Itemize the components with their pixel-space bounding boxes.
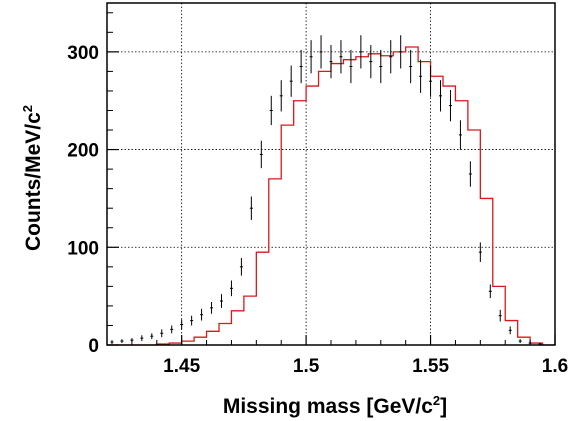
data-point xyxy=(488,284,492,299)
histogram-step-line xyxy=(107,46,555,346)
data-point xyxy=(190,315,194,326)
data-point xyxy=(429,65,433,97)
y-tick-label: 0 xyxy=(88,336,99,357)
data-point xyxy=(409,49,413,84)
x-tick-label: 1.55 xyxy=(412,356,449,377)
x-tick-label: 1.5 xyxy=(293,356,320,377)
data-point xyxy=(259,140,263,169)
y-tick-label: 200 xyxy=(67,141,99,162)
data-point xyxy=(229,280,233,297)
axis-ticks xyxy=(106,12,556,346)
data-point xyxy=(309,40,313,74)
data-point xyxy=(448,89,452,122)
data-point xyxy=(249,196,253,220)
data-point xyxy=(359,35,363,69)
data-point xyxy=(210,302,214,314)
y-tick-label: 300 xyxy=(67,43,99,64)
data-point xyxy=(458,120,462,150)
data-point xyxy=(439,80,443,112)
data-point xyxy=(289,65,293,97)
data-point xyxy=(468,161,472,187)
data-point xyxy=(160,329,164,338)
data-point xyxy=(349,49,353,84)
data-point xyxy=(170,325,174,334)
tick-labels: 1.45 1.5 1.55 1.6 0 100 200 300 xyxy=(67,43,568,377)
data-point xyxy=(269,95,273,126)
data-point xyxy=(329,45,333,79)
data-point xyxy=(140,335,144,342)
data-point xyxy=(200,308,204,321)
data-point xyxy=(319,35,323,69)
x-tick-label: 1.6 xyxy=(542,356,568,377)
data-point xyxy=(518,339,522,344)
data-point xyxy=(369,45,373,79)
step-histogram-series xyxy=(107,46,555,346)
x-axis-label-main: Missing mass [GeV/c xyxy=(223,395,433,418)
data-point xyxy=(478,242,482,262)
data-point xyxy=(498,309,502,322)
y-tick-label: 100 xyxy=(67,238,99,259)
data-point xyxy=(399,35,403,69)
x-axis-label: Missing mass [GeV/c2] xyxy=(223,393,447,418)
data-point xyxy=(219,294,223,308)
data-point xyxy=(150,333,154,340)
data-point xyxy=(110,340,114,345)
data-point xyxy=(389,40,393,74)
data-point xyxy=(419,59,423,93)
data-point xyxy=(379,49,383,84)
data-point xyxy=(299,49,303,84)
data-point xyxy=(120,339,124,344)
y-axis-label-main: Counts/MeV/c xyxy=(22,112,45,251)
data-point xyxy=(339,40,343,74)
data-point xyxy=(239,258,243,276)
data-point xyxy=(508,326,512,335)
error-bar-series xyxy=(110,35,552,346)
data-point xyxy=(279,80,283,112)
x-axis-label-sup: 2 xyxy=(433,393,440,408)
x-tick-label: 1.45 xyxy=(163,356,200,377)
y-axis-label-sup: 2 xyxy=(20,105,35,112)
data-point xyxy=(180,319,184,330)
x-axis-label-end: ] xyxy=(440,395,447,418)
y-axis-label: Counts/MeV/c2 xyxy=(20,105,45,251)
